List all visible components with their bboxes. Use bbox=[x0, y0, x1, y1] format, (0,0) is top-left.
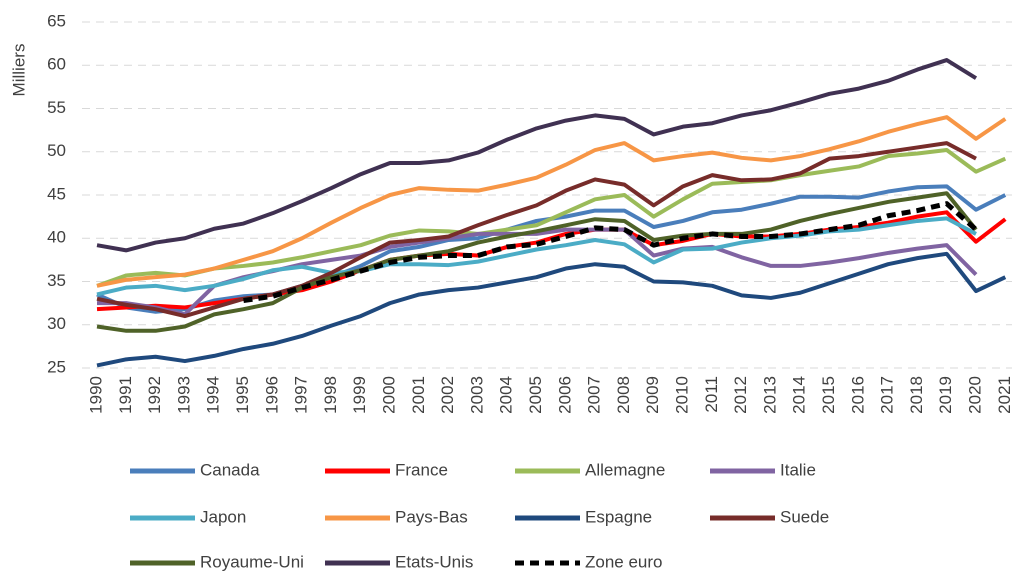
x-tick-label: 2012 bbox=[731, 376, 750, 414]
legend-label: Espagne bbox=[585, 507, 652, 526]
y-tick-label: 50 bbox=[47, 141, 66, 160]
line-series bbox=[96, 58, 978, 253]
legend-label: Allemagne bbox=[585, 460, 665, 479]
legend-label: Canada bbox=[200, 460, 260, 479]
x-tick-label: 2014 bbox=[790, 376, 809, 414]
x-tick-label: 2006 bbox=[555, 376, 574, 414]
x-tick-label: 2016 bbox=[848, 376, 867, 414]
legend-label: Suede bbox=[780, 507, 829, 526]
line-series bbox=[96, 115, 1007, 288]
x-tick-label: 2017 bbox=[878, 376, 897, 414]
line-series bbox=[96, 191, 978, 333]
legend-label: Royaume-Uni bbox=[200, 552, 304, 571]
x-tick-label: 2018 bbox=[907, 376, 926, 414]
line-series bbox=[96, 251, 1007, 368]
x-tick-label: 2003 bbox=[467, 376, 486, 414]
x-tick-label: 2011 bbox=[702, 376, 721, 413]
y-tick-label: 30 bbox=[47, 314, 66, 333]
x-tick-label: 2013 bbox=[760, 376, 779, 414]
y-tick-label: 45 bbox=[47, 184, 66, 203]
line-series bbox=[243, 201, 978, 304]
x-tick-label: 1999 bbox=[350, 376, 369, 414]
y-tick-label: 35 bbox=[47, 271, 66, 290]
x-tick-label: 1995 bbox=[233, 376, 252, 414]
x-tick-label: 2000 bbox=[379, 376, 398, 414]
legend-label: Italie bbox=[780, 460, 816, 479]
x-tick-label: 2001 bbox=[409, 376, 428, 414]
x-tick-label: 1990 bbox=[86, 376, 105, 414]
x-tick-label: 1991 bbox=[116, 376, 135, 414]
y-axis-label: Milliers bbox=[9, 44, 28, 97]
x-tick-label: 2005 bbox=[526, 376, 545, 414]
y-tick-label: 55 bbox=[47, 98, 66, 117]
x-tick-label: 2021 bbox=[995, 376, 1014, 414]
x-tick-label: 1992 bbox=[145, 376, 164, 414]
x-tick-label: 2015 bbox=[819, 376, 838, 414]
y-tick-label: 25 bbox=[47, 357, 66, 376]
x-tick-label: 1994 bbox=[204, 376, 223, 414]
x-tick-label: 1998 bbox=[321, 376, 340, 414]
x-tick-label: 2020 bbox=[965, 376, 984, 414]
legend-label: France bbox=[395, 460, 448, 479]
x-tick-label: 1996 bbox=[262, 376, 281, 414]
x-tick-label: 1993 bbox=[174, 376, 193, 414]
x-tick-label: 1997 bbox=[292, 376, 311, 414]
x-tick-label: 2008 bbox=[614, 376, 633, 414]
y-tick-label: 40 bbox=[47, 228, 66, 247]
legend-label: Japon bbox=[200, 507, 246, 526]
legend-label: Pays-Bas bbox=[395, 507, 468, 526]
x-tick-label: 2007 bbox=[585, 376, 604, 414]
x-tick-label: 2009 bbox=[643, 376, 662, 414]
legend-label: Zone euro bbox=[585, 552, 663, 571]
x-tick-label: 2002 bbox=[438, 376, 457, 414]
x-tick-label: 2004 bbox=[497, 376, 516, 414]
x-tick-label: 2010 bbox=[672, 376, 691, 414]
y-tick-label: 65 bbox=[47, 11, 66, 30]
legend-label: Etats-Unis bbox=[395, 552, 473, 571]
x-tick-label: 2019 bbox=[936, 376, 955, 414]
line-series bbox=[96, 148, 1007, 288]
y-tick-label: 60 bbox=[47, 55, 66, 74]
